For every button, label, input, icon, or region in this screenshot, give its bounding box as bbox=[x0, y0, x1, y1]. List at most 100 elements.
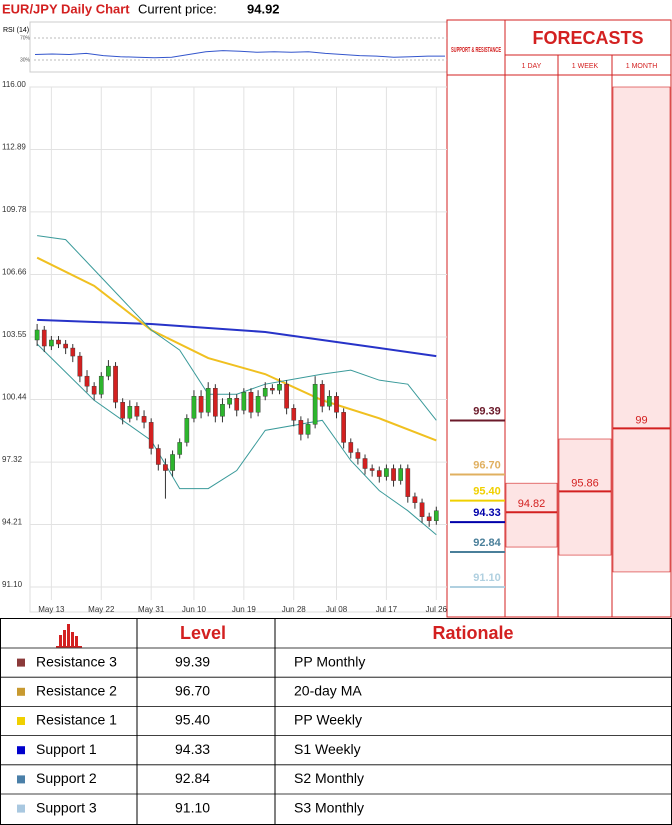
cell: PP Weekly bbox=[294, 712, 362, 728]
cell: 94.33 bbox=[175, 741, 210, 757]
cell: S1 Weekly bbox=[294, 741, 361, 757]
candle-body bbox=[284, 383, 289, 409]
column-header: 1 DAY bbox=[522, 63, 542, 70]
candle-body bbox=[56, 339, 61, 345]
candle-body bbox=[198, 396, 204, 413]
cell: 96.70 bbox=[175, 683, 210, 699]
candle-body bbox=[155, 448, 161, 465]
candle-body bbox=[63, 343, 68, 349]
y-tick-label: 91.10 bbox=[2, 580, 23, 589]
level-label: 94.33 bbox=[473, 507, 501, 519]
swatch bbox=[17, 775, 25, 784]
candle-body bbox=[84, 375, 90, 387]
x-tick-label: Jul 26 bbox=[426, 605, 448, 614]
y-tick-label: 30% bbox=[20, 57, 31, 63]
candle-body bbox=[398, 468, 404, 481]
candle-body bbox=[327, 396, 332, 407]
candle-body bbox=[212, 388, 218, 417]
y-tick-label: 103.55 bbox=[2, 330, 27, 339]
candle-body bbox=[312, 383, 318, 425]
candle-body bbox=[412, 496, 418, 503]
cell: 20-day MA bbox=[294, 683, 362, 699]
x-tick-label: Jun 19 bbox=[232, 605, 257, 614]
candle-body bbox=[49, 339, 54, 347]
candle-body bbox=[298, 420, 304, 435]
candle-body bbox=[255, 396, 261, 413]
candle-body bbox=[98, 375, 104, 395]
y-tick-label: 70% bbox=[20, 35, 31, 41]
rsi-title: RSI (14) bbox=[3, 27, 29, 34]
candle-body bbox=[305, 424, 311, 435]
forecast-frame bbox=[446, 19, 672, 618]
rsi-line bbox=[34, 50, 445, 59]
swatch bbox=[17, 658, 25, 667]
price: 94.92 bbox=[247, 1, 280, 16]
candle-body bbox=[433, 510, 439, 521]
candle-body bbox=[220, 404, 225, 417]
swatch bbox=[17, 687, 25, 696]
candle-body bbox=[277, 383, 282, 391]
table-header: Level bbox=[180, 623, 226, 643]
candle-body bbox=[341, 412, 346, 443]
candle-body bbox=[291, 408, 297, 421]
cell: 99.39 bbox=[175, 653, 210, 669]
indicator-line bbox=[37, 318, 437, 358]
cell: Resistance 3 bbox=[36, 653, 117, 669]
candle-body bbox=[362, 458, 368, 469]
indicator-line bbox=[37, 235, 437, 421]
x-tick-label: Jul 17 bbox=[376, 605, 398, 614]
cell: 91.10 bbox=[175, 799, 210, 815]
candle-body bbox=[41, 329, 47, 347]
candle-body bbox=[134, 406, 140, 417]
cell: S2 Monthly bbox=[294, 770, 364, 786]
y-tick-label: 112.89 bbox=[2, 143, 26, 152]
level-label: 91.10 bbox=[473, 572, 501, 584]
cell: Resistance 2 bbox=[36, 683, 117, 699]
candle-body bbox=[177, 442, 183, 455]
candle-body bbox=[248, 392, 254, 413]
candle-body bbox=[234, 398, 240, 411]
x-tick-label: Jul 08 bbox=[326, 605, 348, 614]
candle-body bbox=[355, 452, 361, 459]
candle-body bbox=[319, 383, 325, 407]
x-tick-label: May 13 bbox=[38, 605, 65, 614]
level-label: 99.39 bbox=[473, 405, 501, 417]
y-tick-label: 97.32 bbox=[2, 455, 23, 464]
x-tick-label: Jun 10 bbox=[182, 605, 207, 614]
forecast-label: 99 bbox=[635, 414, 647, 426]
swatch bbox=[17, 717, 25, 725]
forecast-range bbox=[505, 482, 558, 548]
candle-body bbox=[241, 392, 247, 411]
cell: Support 3 bbox=[36, 799, 97, 815]
y-tick-label: 106.66 bbox=[2, 268, 27, 277]
candle-body bbox=[34, 329, 40, 341]
forecast-range bbox=[612, 86, 671, 573]
candle-body bbox=[148, 422, 154, 449]
cell: Resistance 1 bbox=[36, 712, 117, 728]
cell: Support 1 bbox=[36, 741, 97, 757]
x-tick-label: May 22 bbox=[88, 605, 115, 614]
y-tick-label: 100.44 bbox=[2, 393, 27, 402]
candle-body bbox=[391, 468, 396, 481]
cell: 95.40 bbox=[175, 712, 210, 728]
column-header: 1 WEEK bbox=[572, 63, 599, 70]
forecast-label: 95.86 bbox=[571, 477, 599, 489]
indicator-line bbox=[36, 343, 437, 536]
swatch bbox=[17, 804, 25, 813]
level-label: 95.40 bbox=[473, 486, 501, 498]
candle-body bbox=[120, 402, 126, 419]
y-tick-label: 94.21 bbox=[2, 518, 23, 527]
x-tick-label: May 31 bbox=[138, 605, 165, 614]
candle-body bbox=[127, 406, 133, 419]
candle-body bbox=[270, 388, 275, 391]
cell: PP Monthly bbox=[294, 653, 365, 669]
y-tick-label: 109.78 bbox=[2, 205, 27, 214]
candle-body bbox=[348, 442, 354, 453]
candle-body bbox=[184, 418, 190, 443]
forecast-label: 94.82 bbox=[518, 498, 546, 510]
cell: S3 Monthly bbox=[294, 799, 364, 815]
chart-title: EUR/JPY Daily Chart bbox=[2, 1, 130, 16]
rsi-frame bbox=[29, 21, 448, 73]
swatch bbox=[17, 746, 25, 755]
